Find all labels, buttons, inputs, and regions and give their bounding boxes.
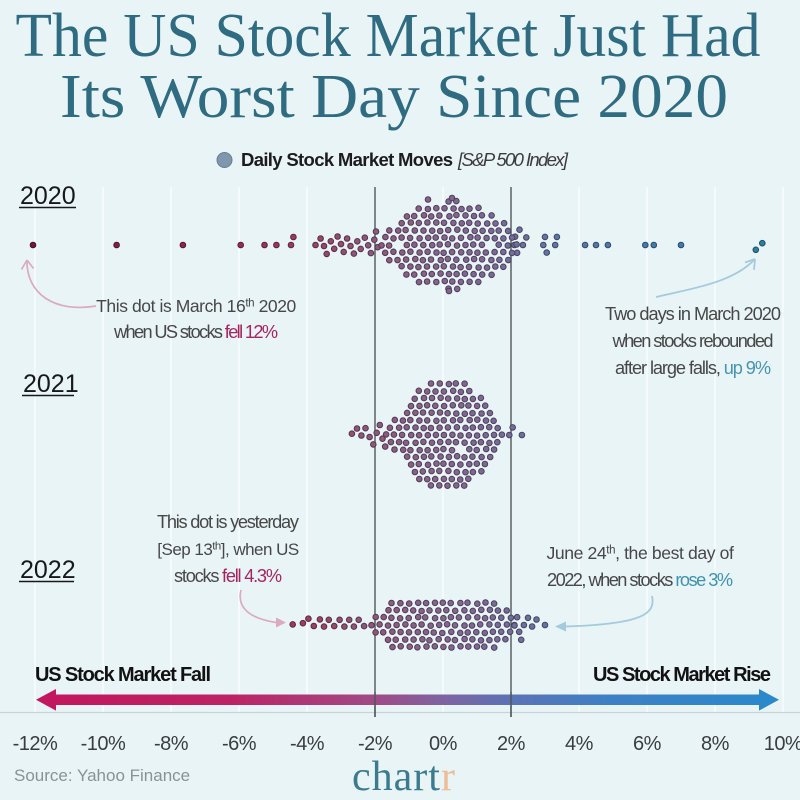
- svg-text:-12%: -12%: [13, 733, 58, 755]
- svg-text:June 24th, the best day of: June 24th, the best day of: [546, 543, 734, 563]
- svg-text:-10%: -10%: [81, 733, 126, 755]
- svg-text:when US stocks fell 12%: when US stocks fell 12%: [113, 322, 278, 342]
- svg-text:2021: 2021: [23, 370, 79, 398]
- svg-text:0%: 0%: [429, 733, 458, 755]
- svg-text:2022: 2022: [20, 556, 76, 584]
- svg-text:stocks fell 4.3%: stocks fell 4.3%: [174, 566, 282, 586]
- svg-text:Daily Stock Market Moves: Daily Stock Market Moves: [241, 149, 453, 170]
- svg-text:US Stock Market Fall: US Stock Market Fall: [35, 664, 211, 686]
- svg-text:8%: 8%: [701, 733, 730, 755]
- svg-text:Its Worst Day Since 2020: Its Worst Day Since 2020: [60, 63, 728, 131]
- svg-text:2%: 2%: [497, 733, 526, 755]
- svg-text:chartr: chartr: [352, 754, 456, 800]
- svg-text:2020: 2020: [20, 182, 76, 210]
- svg-text:6%: 6%: [633, 733, 662, 755]
- svg-text:after large falls, up 9%: after large falls, up 9%: [615, 358, 771, 378]
- svg-text:Source: Yahoo Finance: Source: Yahoo Finance: [14, 766, 190, 785]
- svg-text:[S&P 500 Index]: [S&P 500 Index]: [457, 149, 569, 170]
- svg-text:10%: 10%: [764, 733, 800, 755]
- svg-text:Two days in March 2020: Two days in March 2020: [605, 304, 781, 324]
- svg-text:2022, when stocks rose 3%: 2022, when stocks rose 3%: [547, 570, 733, 590]
- svg-text:This dot is March 16th 2020: This dot is March 16th 2020: [96, 296, 296, 316]
- svg-text:-2%: -2%: [358, 733, 393, 755]
- svg-text:-4%: -4%: [290, 733, 325, 755]
- svg-text:-8%: -8%: [154, 733, 189, 755]
- svg-text:The US Stock Market Just Had: The US Stock Market Just Had: [16, 2, 761, 70]
- svg-text:US Stock Market Rise: US Stock Market Rise: [593, 664, 771, 686]
- svg-text:4%: 4%: [565, 733, 594, 755]
- svg-text:This dot is yesterday: This dot is yesterday: [157, 512, 300, 532]
- svg-text:-6%: -6%: [222, 733, 257, 755]
- svg-text:when stocks rebounded: when stocks rebounded: [612, 331, 774, 351]
- svg-text:[Sep 13th], when US: [Sep 13th], when US: [157, 540, 299, 559]
